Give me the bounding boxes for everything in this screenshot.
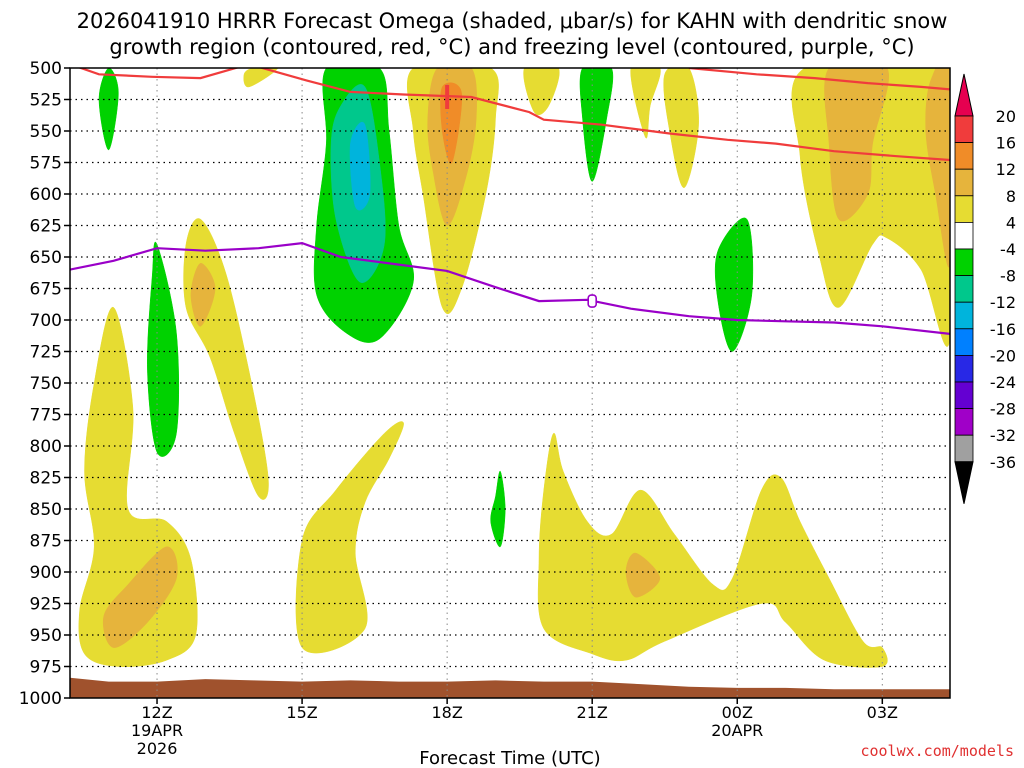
omega-region (625, 552, 661, 598)
omega-region (537, 433, 888, 668)
colorbar-label: -20 (990, 346, 1016, 365)
y-tick-label: 775 (30, 406, 62, 426)
y-tick-label: 525 (30, 91, 62, 111)
dgz-marker (445, 84, 450, 109)
chart-title-line-1: 2026041910 HRRR Forecast Omega (shaded, … (76, 9, 948, 33)
y-tick-label: 600 (30, 185, 62, 205)
y-tick-label: 500 (30, 59, 62, 79)
omega-region (243, 68, 279, 88)
y-tick-label: 825 (30, 469, 62, 489)
terrain-ground (70, 677, 950, 698)
colorbar-swatch (954, 115, 974, 144)
colorbar-swatch (954, 434, 974, 463)
colorbar-swatch (954, 195, 974, 223)
omega-region (523, 68, 560, 116)
omega-region (349, 121, 371, 211)
colorbar-label: -4 (1000, 240, 1016, 259)
colorbar-label: -12 (990, 293, 1016, 312)
colorbar-label: 20 (996, 107, 1016, 126)
colorbar-label: -16 (990, 320, 1016, 339)
y-tick-label: 1000 (19, 689, 62, 709)
colorbar-label: -28 (990, 400, 1016, 419)
y-tick-label: 575 (30, 154, 62, 174)
y-tick-label: 725 (30, 343, 62, 363)
x-date-label: 20APR (711, 721, 763, 740)
colorbar-swatch (954, 275, 974, 303)
y-tick-label: 550 (30, 122, 62, 142)
colorbar-swatch (954, 248, 974, 277)
x-tick-label: 03Z (867, 703, 898, 722)
colorbar-label: -36 (990, 453, 1016, 472)
y-tick-label: 800 (30, 437, 62, 457)
omega-region (98, 68, 119, 151)
colorbar-top-arrow (954, 73, 974, 117)
y-tick-label: 975 (30, 658, 62, 678)
x-date-label: 19APR (131, 721, 183, 740)
x-tick-label: 00Z (722, 703, 753, 722)
y-tick-label: 925 (30, 595, 62, 615)
chart-title-line-2: growth region (contoured, red, °C) and f… (109, 35, 915, 59)
freezing-level-marker (587, 294, 597, 308)
colorbar-swatch (954, 381, 974, 410)
colorbar-label: -32 (990, 426, 1016, 445)
x-year-label: 2026 (137, 739, 178, 758)
colorbar-swatch (954, 142, 974, 170)
x-tick-label: 18Z (431, 703, 462, 722)
y-tick-label: 850 (30, 500, 62, 520)
colorbar-swatch (954, 408, 974, 436)
y-tick-label: 900 (30, 563, 62, 583)
colorbar-swatch (954, 354, 974, 383)
colorbar-label: -24 (990, 373, 1016, 392)
y-tick-label: 675 (30, 280, 62, 300)
y-tick-label: 750 (30, 374, 62, 394)
x-tick-label: 21Z (577, 703, 608, 722)
omega-region (925, 68, 950, 268)
colorbar-label: 12 (996, 160, 1016, 179)
freezing-level-line (70, 241, 950, 335)
colorbar-bottom-arrow (954, 461, 974, 504)
colorbar-swatch (954, 328, 974, 356)
dgz-contour-line (77, 68, 950, 162)
omega-region (295, 421, 404, 654)
omega-region (490, 470, 506, 548)
credit-link[interactable]: coolwx.com/models (860, 742, 1014, 760)
colorbar-swatch (954, 221, 974, 250)
x-axis-label: Forecast Time (UTC) (419, 748, 600, 768)
colorbar-label: 4 (1006, 213, 1016, 232)
x-tick-label: 12Z (141, 703, 172, 722)
colorbar-label: -8 (1000, 267, 1016, 286)
y-tick-label: 875 (30, 532, 62, 552)
colorbar-label: 16 (996, 134, 1016, 153)
dgz-contour-line (688, 68, 950, 91)
x-tick-label: 15Z (286, 703, 317, 722)
colorbar-label: 8 (1006, 187, 1016, 206)
y-tick-label: 700 (30, 311, 62, 331)
colorbar-swatch (954, 301, 974, 330)
omega-region (663, 68, 699, 188)
y-tick-label: 950 (30, 626, 62, 646)
omega-region (630, 68, 661, 139)
omega-region (190, 263, 216, 327)
y-tick-label: 625 (30, 217, 62, 237)
omega-region (147, 241, 180, 457)
colorbar-swatch (954, 168, 974, 197)
y-tick-label: 650 (30, 248, 62, 268)
